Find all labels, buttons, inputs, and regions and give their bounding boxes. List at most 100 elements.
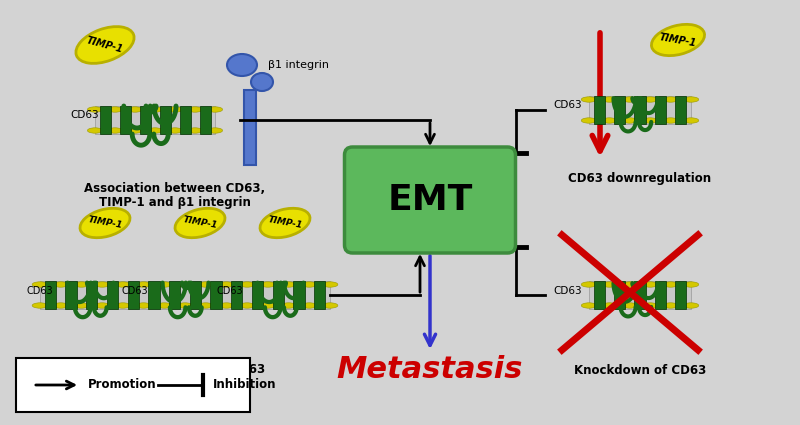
Text: CD63 downregulation: CD63 downregulation [569,172,711,184]
Ellipse shape [582,118,597,123]
Bar [589,281,691,309]
Ellipse shape [74,303,90,308]
Ellipse shape [260,208,310,238]
Bar [231,281,242,309]
Ellipse shape [683,97,698,102]
Ellipse shape [157,303,172,308]
Ellipse shape [582,97,597,102]
Bar [127,281,139,309]
Ellipse shape [198,282,214,287]
FancyBboxPatch shape [16,358,250,412]
Ellipse shape [87,107,102,112]
Ellipse shape [187,128,202,133]
Ellipse shape [127,128,142,133]
Bar [148,281,160,309]
Bar [614,281,626,309]
Ellipse shape [32,303,48,308]
Ellipse shape [53,303,69,308]
Ellipse shape [218,282,234,287]
Text: Metastasis: Metastasis [337,355,523,385]
Ellipse shape [32,282,48,287]
Text: CD63: CD63 [26,286,54,296]
Ellipse shape [281,282,297,287]
Ellipse shape [602,97,617,102]
Bar [614,96,626,124]
Ellipse shape [663,97,678,102]
Ellipse shape [115,303,130,308]
Ellipse shape [663,118,678,123]
Bar [634,281,646,309]
Text: TIMP-1: TIMP-1 [267,215,303,230]
Text: TIMP-1: TIMP-1 [658,32,698,48]
Ellipse shape [602,118,617,123]
Ellipse shape [683,282,698,287]
Ellipse shape [582,282,597,287]
Ellipse shape [302,303,317,308]
Bar [45,281,56,309]
Ellipse shape [642,118,658,123]
Text: β1 integrin: β1 integrin [268,60,329,70]
Ellipse shape [622,97,638,102]
Ellipse shape [683,303,698,308]
Ellipse shape [87,128,102,133]
Ellipse shape [198,303,214,308]
Ellipse shape [53,282,69,287]
Ellipse shape [251,73,273,91]
Text: CD63: CD63 [554,100,582,110]
Bar [119,106,130,134]
Bar [273,281,284,309]
Bar [40,281,330,309]
Bar [244,90,256,165]
Bar [675,96,686,124]
Bar [210,281,222,309]
Ellipse shape [622,282,638,287]
Ellipse shape [622,118,638,123]
Bar [654,281,666,309]
Ellipse shape [115,282,130,287]
Bar [314,281,326,309]
Ellipse shape [642,282,658,287]
Bar [654,96,666,124]
Ellipse shape [322,282,338,287]
Bar [169,281,180,309]
Ellipse shape [76,27,134,63]
Ellipse shape [107,128,122,133]
Ellipse shape [167,128,182,133]
Bar [190,281,201,309]
Ellipse shape [127,107,142,112]
Ellipse shape [207,128,222,133]
Ellipse shape [602,282,617,287]
Text: Overexpression of CD63: Overexpression of CD63 [105,363,265,377]
Bar [159,106,170,134]
FancyBboxPatch shape [345,147,515,253]
Text: TIMP-1: TIMP-1 [87,215,123,230]
Ellipse shape [157,282,172,287]
Bar [95,106,215,134]
Ellipse shape [642,303,658,308]
Ellipse shape [74,282,90,287]
Text: TIMP-1 and β1 integrin: TIMP-1 and β1 integrin [99,196,251,209]
Ellipse shape [136,282,151,287]
Text: Association between CD63,: Association between CD63, [85,181,266,195]
Ellipse shape [177,303,193,308]
Bar [589,96,691,124]
Bar [99,106,110,134]
Bar [66,281,77,309]
Bar [594,281,605,309]
Ellipse shape [239,303,255,308]
Ellipse shape [136,303,151,308]
Ellipse shape [187,107,202,112]
Bar [107,281,118,309]
Ellipse shape [651,24,705,56]
Text: Promotion: Promotion [88,379,157,391]
Ellipse shape [260,282,276,287]
Text: Inhibition: Inhibition [213,379,277,391]
Ellipse shape [683,118,698,123]
Bar [294,281,305,309]
Bar [252,281,263,309]
Ellipse shape [80,208,130,238]
Ellipse shape [175,208,225,238]
Ellipse shape [322,303,338,308]
Ellipse shape [622,303,638,308]
Text: Knockdown of CD63: Knockdown of CD63 [574,363,706,377]
